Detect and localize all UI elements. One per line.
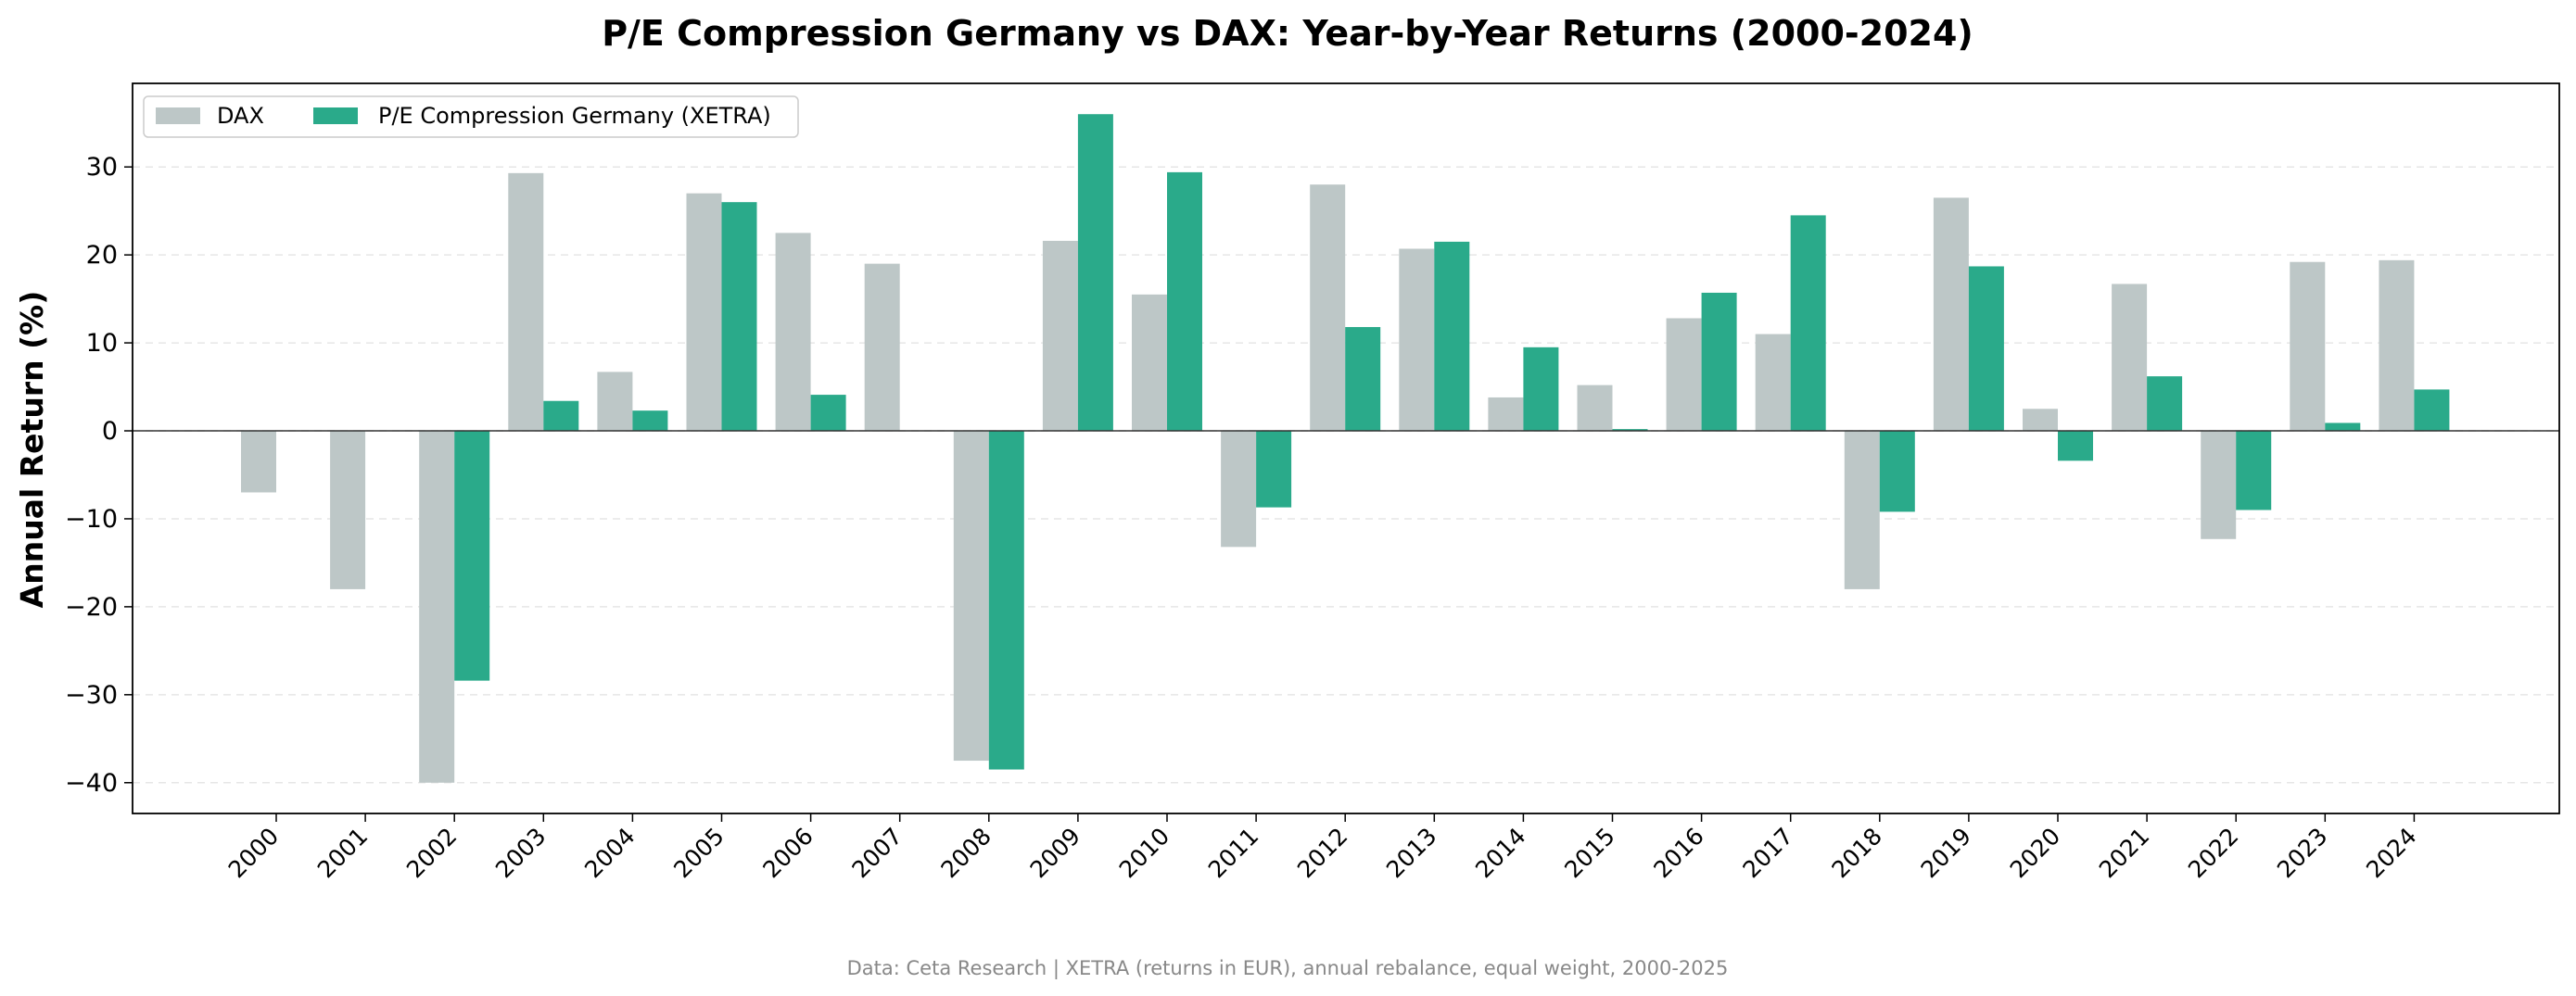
bar-pe-compression-2021 bbox=[2147, 376, 2183, 432]
bar-pe-compression-2024 bbox=[2414, 389, 2450, 432]
y-tick-label: 30 bbox=[86, 153, 118, 182]
bar-dax-2009 bbox=[1042, 240, 1078, 432]
bar-pe-compression-2009 bbox=[1077, 114, 1113, 432]
y-tick-label: −40 bbox=[65, 769, 118, 798]
bar-pe-compression-2010 bbox=[1167, 171, 1202, 432]
bar-dax-2014 bbox=[1488, 397, 1524, 432]
bar-pe-compression-2002 bbox=[454, 431, 490, 681]
bar-dax-2006 bbox=[775, 233, 811, 432]
y-tick-label: 20 bbox=[86, 241, 118, 270]
bar-dax-2013 bbox=[1399, 248, 1435, 432]
bar-dax-2003 bbox=[508, 172, 544, 432]
bar-pe-compression-2008 bbox=[988, 431, 1024, 770]
legend: DAX P/E Compression Germany (XETRA) bbox=[143, 95, 799, 138]
legend-label-pe-compression: P/E Compression Germany (XETRA) bbox=[378, 103, 771, 129]
bar-pe-compression-2012 bbox=[1345, 326, 1381, 432]
bar-pe-compression-2023 bbox=[2325, 422, 2361, 432]
bar-dax-2018 bbox=[1844, 431, 1880, 589]
bar-dax-2020 bbox=[2023, 409, 2058, 432]
bar-dax-2022 bbox=[2201, 431, 2237, 539]
bar-dax-2015 bbox=[1577, 385, 1613, 432]
bar-dax-2017 bbox=[1755, 334, 1791, 432]
bar-pe-compression-2022 bbox=[2236, 431, 2272, 511]
bar-dax-2012 bbox=[1310, 184, 1346, 432]
bar-pe-compression-2006 bbox=[810, 395, 846, 432]
bar-dax-2005 bbox=[686, 193, 722, 432]
y-tick-label: −30 bbox=[65, 681, 118, 710]
bar-dax-2024 bbox=[2379, 259, 2415, 432]
legend-swatch-dax bbox=[156, 107, 200, 124]
legend-frame bbox=[143, 95, 799, 138]
bar-pe-compression-2016 bbox=[1701, 292, 1737, 432]
bar-dax-2008 bbox=[953, 431, 989, 762]
bar-dax-2010 bbox=[1132, 294, 1167, 432]
legend-label-dax: DAX bbox=[217, 103, 264, 129]
y-tick-label: 0 bbox=[102, 417, 118, 446]
bar-dax-2019 bbox=[1933, 197, 1969, 432]
bar-pe-compression-2004 bbox=[632, 410, 668, 432]
bar-dax-2021 bbox=[2112, 284, 2148, 432]
y-axis-ticks: −40 −30 −20 −10 0 10 20 30 bbox=[65, 153, 133, 798]
bar-dax-2001 bbox=[330, 431, 366, 589]
bar-pe-compression-2003 bbox=[543, 400, 579, 432]
y-axis-label: Annual Return (%) bbox=[14, 291, 50, 609]
bar-pe-compression-2020 bbox=[2058, 431, 2093, 461]
bars bbox=[241, 114, 2450, 783]
y-tick-label: 10 bbox=[86, 329, 118, 358]
bar-pe-compression-2013 bbox=[1434, 241, 1470, 432]
footer-note: Data: Ceta Research | XETRA (returns in … bbox=[847, 957, 1729, 980]
chart-title: P/E Compression Germany vs DAX: Year-by-… bbox=[602, 13, 1973, 54]
bar-dax-2023 bbox=[2290, 261, 2326, 432]
bar-pe-compression-2017 bbox=[1790, 215, 1826, 432]
bar-dax-2004 bbox=[597, 372, 633, 432]
bar-pe-compression-2015 bbox=[1612, 429, 1648, 432]
bar-pe-compression-2019 bbox=[1968, 266, 2004, 432]
legend-swatch-pe-compression bbox=[313, 107, 358, 124]
y-tick-label: −20 bbox=[65, 593, 118, 622]
bar-pe-compression-2005 bbox=[721, 202, 757, 432]
bar-pe-compression-2011 bbox=[1256, 431, 1292, 508]
bar-dax-2007 bbox=[864, 263, 900, 432]
bar-dax-2011 bbox=[1221, 431, 1257, 548]
bar-dax-2002 bbox=[419, 431, 455, 783]
bar-pe-compression-2018 bbox=[1879, 431, 1915, 512]
plot-area-frame bbox=[132, 82, 2560, 814]
bar-pe-compression-2014 bbox=[1523, 347, 1559, 432]
y-tick-label: −10 bbox=[65, 505, 118, 534]
bar-dax-2016 bbox=[1666, 318, 1702, 432]
bar-dax-2000 bbox=[241, 431, 276, 493]
